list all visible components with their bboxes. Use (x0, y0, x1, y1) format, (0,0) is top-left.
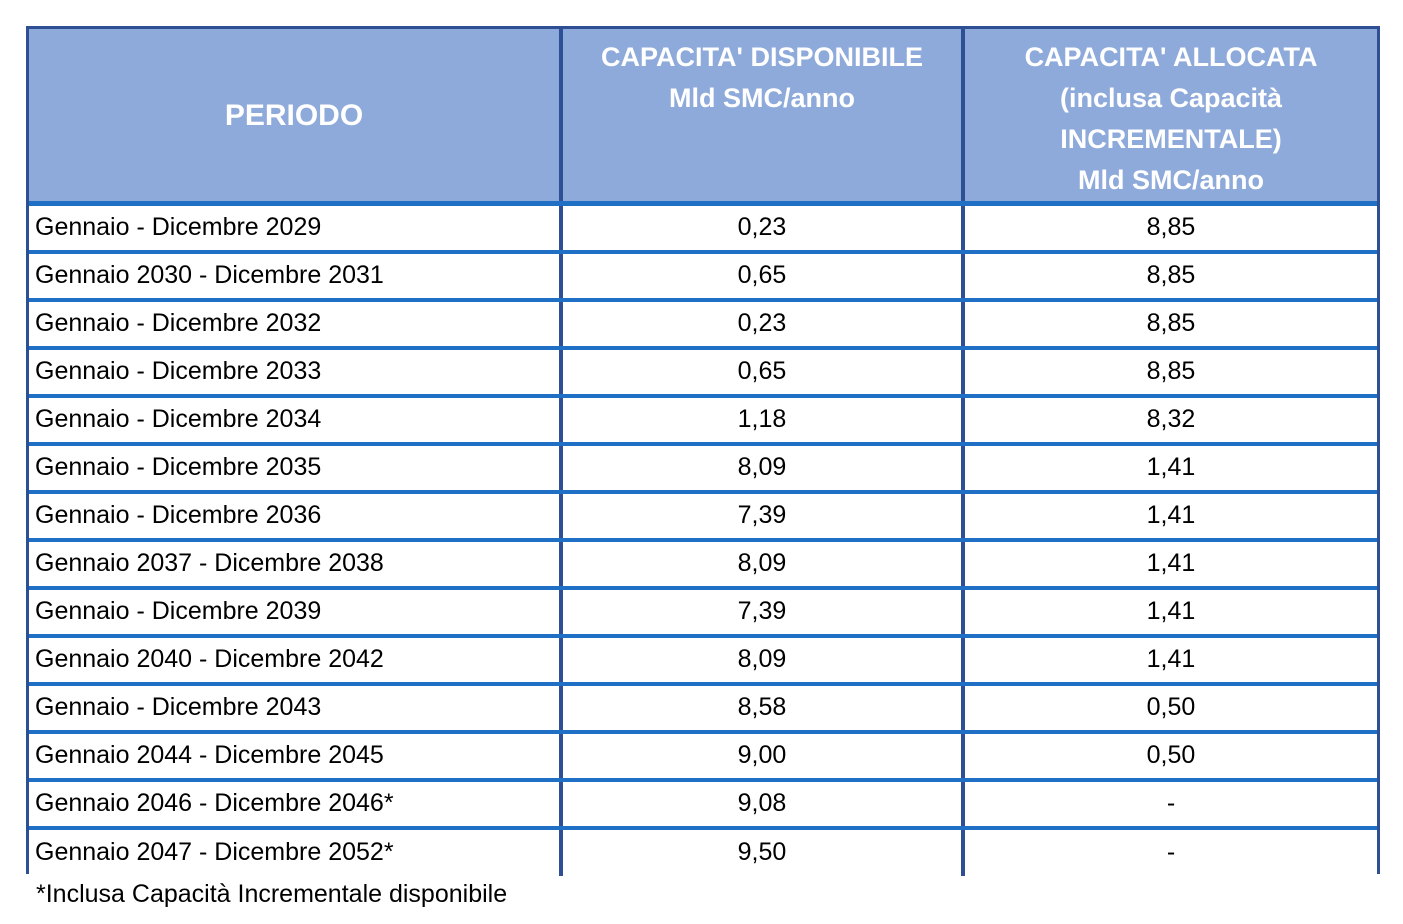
header-allocata-line-2: (inclusa Capacità (1059, 83, 1283, 113)
cell-capacita-allocata: 0,50 (963, 683, 1377, 734)
cell-capacita-allocata: 8,85 (963, 347, 1377, 398)
cell-periodo: Gennaio - Dicembre 2035 (29, 443, 563, 494)
cell-capacita-disponibile: 8,09 (561, 635, 965, 686)
cell-capacita-disponibile: 9,50 (561, 827, 965, 876)
table-row: Gennaio - Dicembre 2033 0,65 8,85 (29, 347, 1377, 398)
table-row: Gennaio - Dicembre 2036 7,39 1,41 (29, 491, 1377, 542)
header-capacita-allocata: CAPACITA' ALLOCATA (inclusa Capacità INC… (963, 29, 1377, 206)
header-disponibile-line-2: Mld SMC/anno (669, 83, 855, 113)
cell-periodo: Gennaio - Dicembre 2034 (29, 395, 563, 446)
cell-periodo: Gennaio 2046 - Dicembre 2046* (29, 779, 563, 830)
cell-periodo: Gennaio - Dicembre 2032 (29, 299, 563, 350)
header-disponibile-line-1: CAPACITA' DISPONIBILE (601, 42, 923, 72)
cell-periodo: Gennaio 2040 - Dicembre 2042 (29, 635, 563, 686)
cell-capacita-allocata: 1,41 (963, 635, 1377, 686)
cell-capacita-disponibile: 7,39 (561, 587, 965, 638)
table-row: Gennaio 2030 - Dicembre 2031 0,65 8,85 (29, 251, 1377, 302)
table-row: Gennaio - Dicembre 2032 0,23 8,85 (29, 299, 1377, 350)
cell-capacita-disponibile: 9,00 (561, 731, 965, 782)
table-row: Gennaio 2040 - Dicembre 2042 8,09 1,41 (29, 635, 1377, 686)
table-row: Gennaio 2046 - Dicembre 2046* 9,08- (29, 779, 1377, 830)
table-row: Gennaio - Dicembre 2029 0,23 8,85 (29, 203, 1377, 254)
cell-capacita-allocata: - (963, 779, 1377, 830)
cell-capacita-disponibile: 8,09 (561, 443, 965, 494)
cell-capacita-disponibile: 0,23 (561, 299, 965, 350)
cell-periodo: Gennaio 2030 - Dicembre 2031 (29, 251, 563, 302)
cell-periodo: Gennaio 2047 - Dicembre 2052* (29, 827, 563, 876)
cell-capacita-allocata: 8,85 (963, 203, 1377, 254)
cell-periodo: Gennaio - Dicembre 2043 (29, 683, 563, 734)
cell-capacita-allocata: 8,85 (963, 299, 1377, 350)
table-header-row: PERIODO CAPACITA' DISPONIBILE Mld SMC/an… (29, 29, 1377, 206)
cell-capacita-allocata: 1,41 (963, 587, 1377, 638)
cell-periodo: Gennaio - Dicembre 2036 (29, 491, 563, 542)
table-row: Gennaio 2044 - Dicembre 2045 9,00 0,50 (29, 731, 1377, 782)
cell-periodo: Gennaio - Dicembre 2029 (29, 203, 563, 254)
header-allocata-line-3: INCREMENTALE) (1060, 124, 1282, 154)
table-body: Gennaio - Dicembre 2029 0,23 8,85 Gennaio 2… (29, 203, 1377, 876)
cell-capacita-allocata: 1,41 (963, 443, 1377, 494)
capacity-table: PERIODO CAPACITA' DISPONIBILE Mld SMC/an… (29, 29, 1377, 876)
cell-capacita-allocata: - (963, 827, 1377, 876)
capacity-table-container: PERIODO CAPACITA' DISPONIBILE Mld SMC/an… (26, 26, 1380, 876)
cell-capacita-disponibile: 0,65 (561, 347, 965, 398)
cell-periodo: Gennaio 2044 - Dicembre 2045 (29, 731, 563, 782)
header-allocata-line-1: CAPACITA' ALLOCATA (1024, 42, 1318, 72)
cell-capacita-disponibile: 1,18 (561, 395, 965, 446)
table-row: Gennaio 2037 - Dicembre 2038 8,09 1,41 (29, 539, 1377, 590)
header-capacita-disponibile: CAPACITA' DISPONIBILE Mld SMC/anno (561, 29, 965, 206)
cell-capacita-allocata: 8,32 (963, 395, 1377, 446)
cell-capacita-disponibile: 0,23 (561, 203, 965, 254)
cell-capacita-disponibile: 7,39 (561, 491, 965, 542)
cell-capacita-disponibile: 9,08 (561, 779, 965, 830)
table-row: Gennaio - Dicembre 2034 1,18 8,32 (29, 395, 1377, 446)
cell-periodo: Gennaio - Dicembre 2039 (29, 587, 563, 638)
footnote: *Inclusa Capacità Incrementale disponibi… (36, 880, 508, 908)
cell-periodo: Gennaio 2037 - Dicembre 2038 (29, 539, 563, 590)
table-row: Gennaio - Dicembre 2035 8,09 1,41 (29, 443, 1377, 494)
cell-capacita-disponibile: 8,58 (561, 683, 965, 734)
table-row: Gennaio - Dicembre 2039 7,39 1,41 (29, 587, 1377, 638)
table-row: Gennaio 2047 - Dicembre 2052* 9,50- (29, 827, 1377, 876)
cell-capacita-allocata: 1,41 (963, 491, 1377, 542)
header-periodo: PERIODO (29, 29, 563, 206)
cell-capacita-disponibile: 0,65 (561, 251, 965, 302)
cell-capacita-allocata: 8,85 (963, 251, 1377, 302)
cell-capacita-allocata: 0,50 (963, 731, 1377, 782)
cell-periodo: Gennaio - Dicembre 2033 (29, 347, 563, 398)
cell-capacita-allocata: 1,41 (963, 539, 1377, 590)
table-row: Gennaio - Dicembre 2043 8,58 0,50 (29, 683, 1377, 734)
cell-capacita-disponibile: 8,09 (561, 539, 965, 590)
header-allocata-line-4: Mld SMC/anno (1078, 165, 1264, 195)
